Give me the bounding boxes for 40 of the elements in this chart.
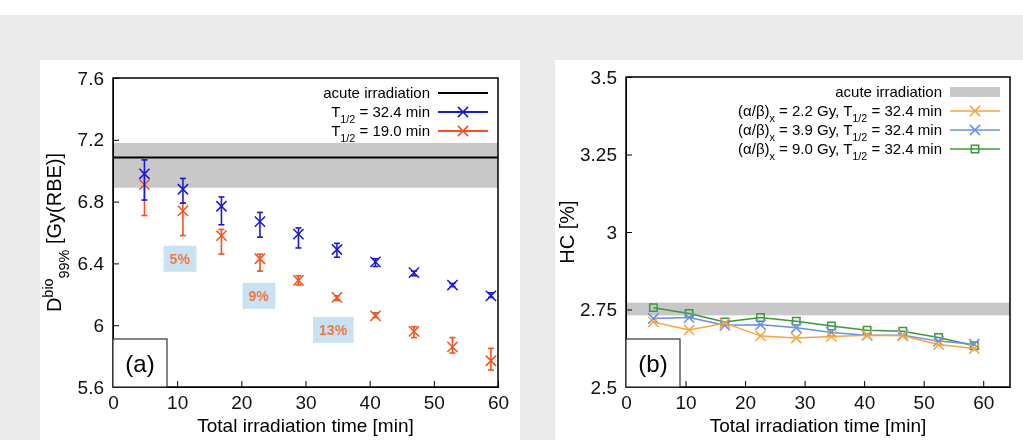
annotation: 5% xyxy=(169,250,191,267)
x-tick-label: 30 xyxy=(295,392,317,414)
y-tick-label: 3 xyxy=(606,221,617,243)
annotation: 13% xyxy=(319,321,348,338)
y-tick-label: 3.5 xyxy=(590,66,617,88)
x-tick-label: 30 xyxy=(794,392,816,414)
y-tick-label: 6 xyxy=(93,314,104,336)
x-tick-label: 10 xyxy=(675,392,697,414)
y-axis-title: HC [%] xyxy=(556,200,578,264)
x-tick-label: 60 xyxy=(973,392,995,414)
y-tick-label: 5.6 xyxy=(77,376,104,398)
legend-label: T$_{1/2}$ = 32.4 min xyxy=(331,103,430,125)
x-tick-label: 60 xyxy=(487,392,510,414)
y-tick-label: 3.25 xyxy=(580,144,617,166)
legend-label: acute irradiation xyxy=(323,84,430,101)
legend-label: (α/β)$_{x}$ = 9.0 Gy, T$_{1/2}$ = 32.4 min xyxy=(738,140,942,162)
legend-label: T$_{1/2}$ = 19.0 min xyxy=(331,122,430,144)
x-axis-title: Total irradiation time [min] xyxy=(709,415,927,436)
annotation: (b) xyxy=(638,350,668,377)
legend-label: acute irradiation xyxy=(835,83,942,100)
annotation: 9% xyxy=(248,287,270,304)
legend-label: (α/β)$_{x}$ = 2.2 Gy, T$_{1/2}$ = 32.4 min xyxy=(738,102,942,124)
x-tick-label: 0 xyxy=(621,392,632,414)
x-tick-label: 40 xyxy=(854,392,876,414)
y-tick-label: 7.6 xyxy=(77,67,104,89)
y-tick-label: 6.8 xyxy=(77,191,104,213)
x-tick-label: 20 xyxy=(231,392,253,414)
x-tick-label: 20 xyxy=(735,392,757,414)
y-tick-label: 2.5 xyxy=(590,376,617,398)
x-tick-label: 40 xyxy=(359,392,381,414)
x-tick-label: 50 xyxy=(423,392,445,414)
legend-label: (α/β)$_{x}$ = 3.9 Gy, T$_{1/2}$ = 32.4 min xyxy=(738,121,942,143)
x-tick-label: 0 xyxy=(108,392,119,414)
y-tick-label: 6.4 xyxy=(77,252,105,274)
x-tick-label: 50 xyxy=(913,392,935,414)
x-tick-label: 10 xyxy=(167,392,189,414)
y-tick-label: 7.2 xyxy=(77,129,104,151)
y-tick-label: 2.75 xyxy=(580,299,617,321)
x-axis-title: Total irradiation time [min] xyxy=(197,415,414,436)
annotation: (a) xyxy=(125,350,155,377)
